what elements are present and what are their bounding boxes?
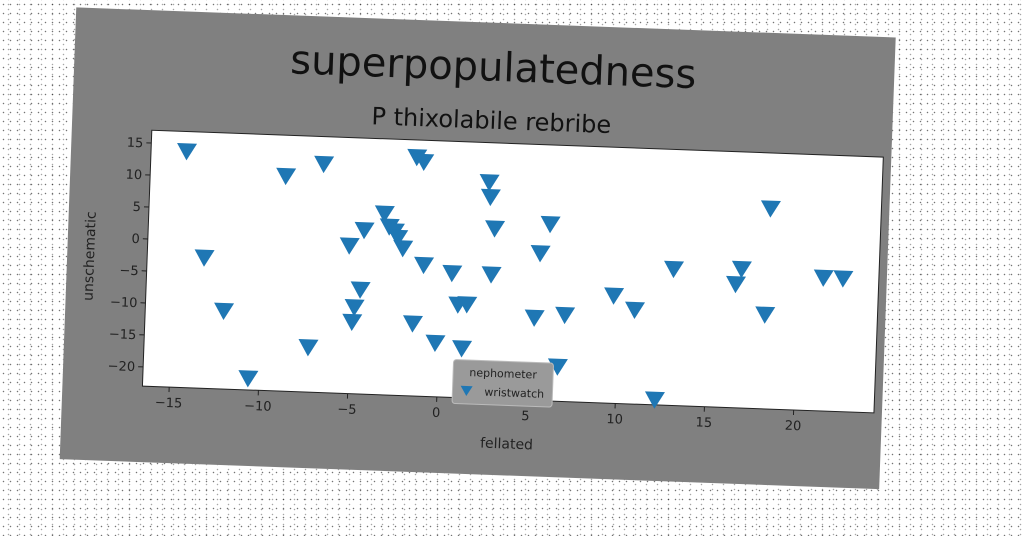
y-axis-label: unschematic [81, 211, 100, 301]
x-tick-label: −15 [155, 396, 183, 412]
y-tick-label: −15 [109, 327, 137, 343]
y-tick-label: −5 [119, 263, 139, 279]
x-tick-label: 20 [785, 419, 802, 435]
y-tick-label: 10 [125, 168, 142, 184]
x-tick-label: 15 [695, 415, 712, 431]
y-tick-label: 0 [131, 232, 140, 247]
x-tick-label: −5 [337, 402, 357, 418]
legend-title: nephometer [469, 366, 537, 381]
legend-entry-label: wristwatch [484, 386, 544, 401]
x-tick-label: 10 [606, 412, 623, 428]
x-axis-label: fellated [480, 436, 533, 454]
y-tick-label: −10 [110, 295, 138, 311]
legend: nephometer wristwatch [452, 359, 554, 407]
y-tick-label: 5 [132, 200, 141, 215]
y-tick-label: 15 [126, 136, 143, 152]
x-tick-label: −10 [244, 399, 272, 415]
x-tick-label: 0 [432, 406, 441, 421]
x-tick-label: 5 [521, 409, 530, 424]
y-tick-label: −20 [107, 359, 135, 375]
